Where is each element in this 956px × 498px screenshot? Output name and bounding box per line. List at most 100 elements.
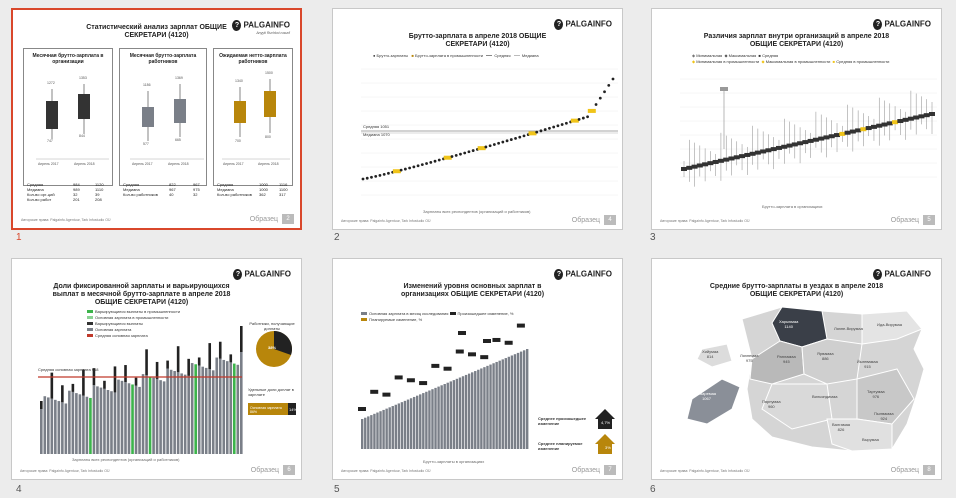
salary-bar <box>464 374 468 449</box>
salary-bar <box>412 396 416 449</box>
average-marker <box>839 131 846 136</box>
chart-legend: ◆ Минимальная ◆ Максимальная ■ Средняя ◆… <box>692 53 890 64</box>
salary-bar <box>440 385 443 449</box>
county-label: Йыгевамаа 915 <box>857 359 878 369</box>
average-marker <box>691 164 698 169</box>
county-label: Харьюмаа 1140 <box>779 319 799 329</box>
x-label-2018: Апрель 2018 <box>74 162 95 166</box>
slide-thumbnail-4[interactable]: ? PALGAINFO Доли фиксированной зарплаты и… <box>11 258 302 480</box>
variable-bar <box>103 380 106 389</box>
variable-bar <box>50 372 54 399</box>
base-bar <box>71 391 75 454</box>
bar-change-chart <box>358 323 615 454</box>
chart-legend: Варьирующиеся выплаты в промышленности О… <box>87 309 180 339</box>
data-point <box>556 124 560 128</box>
data-point <box>492 143 496 146</box>
data-point <box>484 145 488 149</box>
pie-slice <box>274 330 293 355</box>
base-bar <box>229 362 233 454</box>
data-point <box>387 171 390 175</box>
base-bar <box>141 374 145 454</box>
data-point <box>603 90 606 94</box>
average-marker <box>765 148 772 153</box>
data-point <box>433 159 437 163</box>
range-chart <box>680 78 937 187</box>
base-bar <box>240 352 243 454</box>
salary-bar <box>446 382 449 449</box>
change-marker <box>382 392 391 397</box>
page-number: 4 <box>604 215 616 225</box>
average-marker <box>844 130 851 135</box>
slide-thumbnail-6[interactable]: ? PALGAINFO Средние брутто-зарплаты в уез… <box>651 258 942 480</box>
footer-copyright: Авторские права: Palgainfo Agentuur, Tar… <box>660 219 750 223</box>
top-value-2017: 1340 <box>235 79 243 83</box>
salary-bar <box>516 352 520 449</box>
average-marker <box>770 147 777 152</box>
chart-legend: Основная зарплата в месяц исследования П… <box>361 311 513 323</box>
average-marker <box>897 119 904 124</box>
data-point <box>509 138 513 141</box>
happened-label: Среднее произошедшее изменение <box>538 416 587 426</box>
base-bar <box>173 371 176 454</box>
slide-thumbnail-1[interactable]: ? PALGAINFO Anyyti Ruchkoi rusuril Статист… <box>11 8 302 230</box>
salary-bar <box>388 407 391 449</box>
salary-bar <box>419 394 422 449</box>
base-bar <box>187 375 190 454</box>
salary-bar <box>489 364 492 449</box>
salary-bar <box>498 360 501 449</box>
data-point <box>522 134 526 138</box>
base-bar <box>222 359 226 454</box>
boxplot-chart <box>130 84 204 160</box>
change-marker <box>443 366 452 371</box>
industry-marker <box>570 118 579 123</box>
county-label: Вырумаа <box>862 437 879 442</box>
base-bar <box>148 376 152 454</box>
salary-bar <box>422 393 425 449</box>
base-bar <box>47 397 50 454</box>
salary-bar <box>526 349 529 449</box>
slide-number-5: 5 <box>334 484 340 495</box>
bottom-value-2018: 844 <box>79 134 85 138</box>
change-marker <box>483 339 491 343</box>
salary-bar <box>501 359 504 449</box>
slide-number-3: 3 <box>650 232 656 243</box>
slide-thumbnail-2[interactable]: ? PALGAINFO Брутто-зарплата в апреле 2018… <box>332 8 623 230</box>
salary-bar <box>522 350 526 449</box>
x-label-2017: Апрель 2017 <box>38 162 59 166</box>
bottom-value-2018: 665 <box>175 138 181 142</box>
data-point <box>518 135 522 139</box>
average-marker <box>791 142 798 147</box>
salary-bar <box>449 381 453 449</box>
base-bar <box>232 363 236 454</box>
slide-title: Доли фиксированной зарплаты и варьирующи… <box>52 283 231 306</box>
base-bar <box>155 378 159 454</box>
page-number: 5 <box>923 215 935 225</box>
watermark: Образец <box>249 216 278 223</box>
data-point <box>370 175 373 179</box>
salary-bar <box>443 384 446 449</box>
average-marker <box>892 120 899 125</box>
average-marker <box>929 112 935 116</box>
happened-arrow <box>595 409 615 429</box>
base-bar <box>162 381 166 454</box>
slide-thumbnail-5[interactable]: ? PALGAINFO Изменений уровня основных зар… <box>332 258 623 480</box>
base-bar <box>180 373 183 454</box>
footer-copyright: Авторские права: Palgainfo Agentuur, Tar… <box>341 469 431 473</box>
salary-bar <box>434 387 437 449</box>
county-label: Рапламаа 945 <box>777 354 796 364</box>
panel-title: Ожидаемая нетто-зарплата работников <box>219 53 287 65</box>
data-point <box>365 176 369 180</box>
salary-bar <box>474 371 477 449</box>
base-bar <box>236 364 240 454</box>
share-base-label: Основная зарплата 86% <box>250 406 282 414</box>
slide-thumbnail-3[interactable]: ? PALGAINFO Различия зарплат внутри орган… <box>651 8 942 230</box>
footer-copyright: Авторские права: Palgainfo Agentuur, Tar… <box>341 219 431 223</box>
base-bar <box>96 386 99 454</box>
data-point <box>514 136 517 140</box>
bottom-value-2017: 577 <box>143 142 149 146</box>
top-value-2017: 1186 <box>143 83 151 87</box>
salary-bar <box>364 417 367 449</box>
palgainfo-logo: ? PALGAINFO <box>554 19 612 30</box>
scatter-chart <box>361 68 618 196</box>
watermark: Образец <box>250 467 279 474</box>
